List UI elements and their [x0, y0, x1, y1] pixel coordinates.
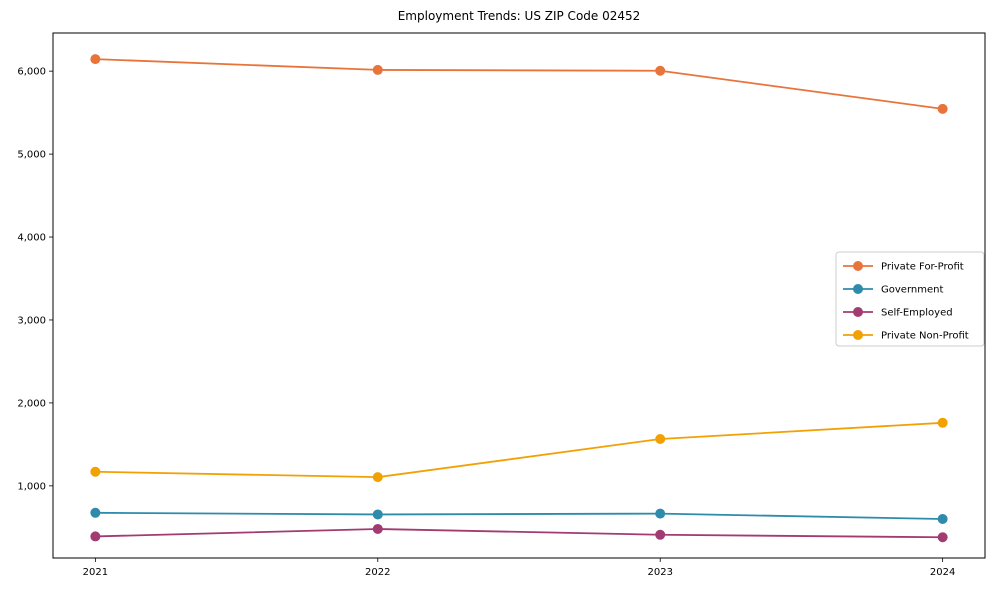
y-axis-tick-label: 2,000: [17, 398, 46, 409]
y-axis-tick-label: 6,000: [17, 67, 46, 78]
data-point-marker: [372, 509, 383, 520]
series-line: [95, 511, 943, 520]
legend-swatch-marker: [853, 284, 863, 294]
data-point-marker: [655, 529, 666, 540]
legend-label: Private Non-Profit: [881, 331, 969, 342]
legend-swatch-marker: [853, 330, 863, 340]
y-axis-tick-label: 1,000: [17, 481, 46, 492]
data-point-marker: [655, 508, 666, 519]
legend-label: Self-Employed: [881, 308, 953, 319]
data-point-marker: [937, 514, 948, 525]
x-axis-tick-label: 2021: [83, 567, 108, 578]
legend-label: Private For-Profit: [881, 262, 964, 273]
data-point-marker: [372, 523, 383, 534]
legend-swatch-marker: [853, 261, 863, 271]
x-axis-tick-label: 2023: [647, 567, 672, 578]
data-point-marker: [90, 507, 101, 518]
y-axis-tick-label: 3,000: [17, 315, 46, 326]
y-axis-tick-label: 5,000: [17, 150, 46, 161]
plot-border: [52, 32, 986, 559]
data-point-marker: [655, 433, 666, 444]
data-point-marker: [90, 466, 101, 477]
data-point-marker: [655, 65, 666, 76]
data-point-marker: [90, 54, 101, 65]
series-line: [95, 421, 943, 479]
data-point-marker: [372, 64, 383, 75]
data-point-marker: [937, 103, 948, 114]
data-point-marker: [937, 417, 948, 428]
series-line: [95, 528, 943, 539]
legend-label: Government: [881, 285, 943, 296]
legend-swatch-marker: [853, 307, 863, 317]
y-axis-tick-label: 4,000: [17, 233, 46, 244]
series-line: [95, 58, 943, 110]
x-axis-tick-label: 2022: [365, 567, 390, 578]
data-point-marker: [90, 531, 101, 542]
x-axis-tick-label: 2024: [930, 567, 955, 578]
data-point-marker: [372, 472, 383, 483]
legend-box: [835, 251, 985, 347]
chart-title: Employment Trends: US ZIP Code 02452: [397, 9, 641, 23]
data-point-marker: [937, 532, 948, 543]
